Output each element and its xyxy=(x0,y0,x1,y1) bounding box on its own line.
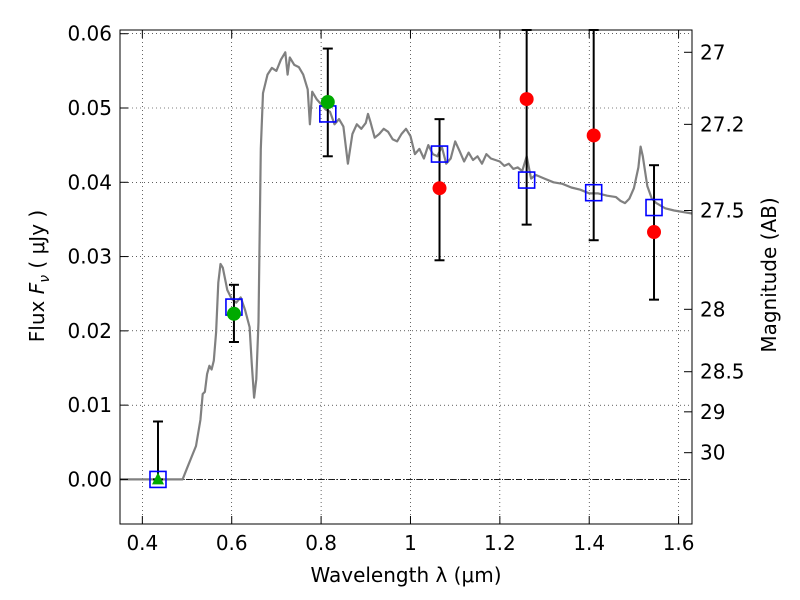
y-axis-label-prefix: Flux xyxy=(25,294,49,342)
right-axis-label: Magnitude (AB) xyxy=(757,197,781,352)
x-tick-label: 1.2 xyxy=(484,531,516,555)
y-tick-label: 0.03 xyxy=(67,245,112,269)
x-tick-label: 0.6 xyxy=(216,531,248,555)
nondetection-point xyxy=(586,128,601,143)
detection-point xyxy=(320,95,335,110)
y-tick-label: 0.04 xyxy=(67,170,112,194)
y-tick-label: 0.06 xyxy=(67,22,112,46)
model-photometry-square xyxy=(517,171,536,189)
y-axis-label-suffix: ( μJy ) xyxy=(25,210,49,275)
x-tick-label: 1.4 xyxy=(573,531,605,555)
y-axis-label: Flux Fν ( μJy ) xyxy=(25,210,53,342)
model-photometry-square xyxy=(584,183,603,202)
x-tick-label: 1.6 xyxy=(663,531,695,555)
detection-point xyxy=(226,306,241,321)
x-axis-label: Wavelength λ (μm) xyxy=(310,563,501,587)
photometry-markers xyxy=(149,92,663,489)
nondetection-point xyxy=(432,181,447,196)
detection-triangle xyxy=(151,472,164,485)
model-spectrum-line xyxy=(120,51,693,481)
y2-tick-label: 27.5 xyxy=(700,199,745,223)
x-tick-label: 0.4 xyxy=(126,531,158,555)
y2-tick-label: 28 xyxy=(700,297,725,321)
nondetection-point xyxy=(647,225,662,240)
model-photometry-square xyxy=(149,470,167,489)
plot-frame xyxy=(119,29,693,525)
model-photometry-square xyxy=(430,145,449,163)
model-spectrum xyxy=(120,51,693,481)
x-tick-label: 0.8 xyxy=(305,531,337,555)
y2-tick-label: 27 xyxy=(700,40,725,64)
nondetection-point xyxy=(519,92,534,107)
y2-tick-label: 29 xyxy=(700,400,725,424)
grid-lines xyxy=(120,30,692,524)
y2-tick-label: 27.2 xyxy=(700,112,745,136)
y-tick-label: 0.02 xyxy=(67,319,112,343)
y-tick-label: 0.05 xyxy=(67,96,112,120)
model-photometry-square xyxy=(645,198,663,217)
y2-tick-label: 30 xyxy=(700,441,725,465)
y-tick-label: 0.00 xyxy=(67,467,112,491)
y-axis-label-subscript: ν xyxy=(37,275,53,283)
axis-ticks: 0.4 0.6 0.8 1 1.2 1.4 1.6 0.00 0.01 0.02 0.03 0.04 0… xyxy=(67,22,744,555)
y-tick-label: 0.01 xyxy=(67,393,112,417)
y2-tick-label: 28.5 xyxy=(700,360,745,384)
y-axis-label-symbol: F xyxy=(25,282,49,294)
x-tick-label: 1 xyxy=(404,531,417,555)
